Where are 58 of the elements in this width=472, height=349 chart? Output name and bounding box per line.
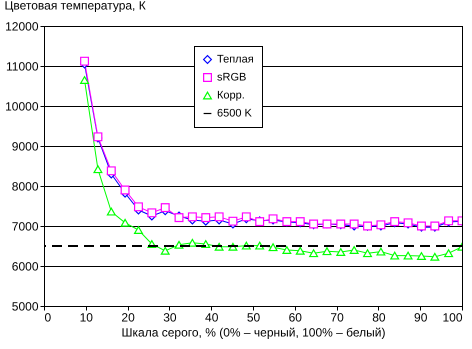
y-tick-label: 12000 — [5, 20, 39, 34]
point — [350, 246, 359, 254]
point — [430, 252, 440, 261]
point — [376, 248, 386, 256]
legend-label: Теплая — [217, 54, 254, 66]
point — [268, 243, 278, 252]
legend-label: sRGB — [217, 72, 246, 84]
legend-label: Корр. — [217, 90, 245, 102]
point — [336, 248, 346, 256]
x-tick-label: 10 — [80, 310, 94, 324]
y-tick-label: 7000 — [12, 220, 39, 234]
x-tick-label: 40 — [205, 310, 219, 324]
x-tick-label: 0 — [44, 310, 52, 324]
point — [404, 252, 413, 260]
point — [160, 246, 170, 255]
point — [93, 165, 102, 174]
point — [188, 212, 197, 222]
x-tick-label: 50 — [246, 310, 260, 324]
point — [322, 247, 332, 256]
point — [80, 76, 90, 84]
point — [120, 186, 130, 194]
x-tick-label: 80 — [372, 310, 386, 324]
y-tick-label: 6000 — [12, 260, 39, 274]
point — [214, 212, 224, 222]
y-axis-title: Цветовая температура, К — [4, 0, 146, 12]
x-tick-label: 30 — [163, 310, 177, 324]
point — [309, 249, 318, 258]
x-tick-label: 70 — [330, 310, 344, 324]
x-tick-label: 100 — [442, 310, 463, 324]
point — [363, 249, 372, 258]
point — [242, 212, 251, 222]
point — [390, 252, 400, 260]
y-tick-label: 10000 — [5, 100, 39, 114]
point — [444, 249, 454, 258]
point — [134, 202, 143, 212]
point — [120, 218, 130, 227]
x-tick-label: 60 — [288, 310, 302, 324]
point — [201, 213, 210, 222]
point — [134, 226, 143, 234]
point — [416, 252, 426, 260]
y-tick-label: 11000 — [6, 60, 39, 74]
point — [160, 203, 170, 212]
point — [228, 216, 238, 226]
point — [80, 56, 90, 66]
x-tick-label: 20 — [121, 310, 136, 324]
point — [106, 208, 116, 216]
point — [350, 220, 359, 228]
y-tick-label: 9000 — [12, 140, 39, 154]
legend-label: 6500 K — [217, 108, 253, 120]
point — [147, 208, 156, 218]
x-axis-title: Шкала серого, % (0% – черный, 100% – белый) — [122, 326, 386, 340]
y-tick-label: 8000 — [12, 180, 39, 194]
point — [282, 246, 292, 254]
point — [106, 166, 116, 176]
point — [296, 246, 305, 255]
point — [188, 238, 197, 247]
x-tick-label: 90 — [414, 310, 428, 324]
y-tick-label: 5000 — [12, 300, 39, 314]
